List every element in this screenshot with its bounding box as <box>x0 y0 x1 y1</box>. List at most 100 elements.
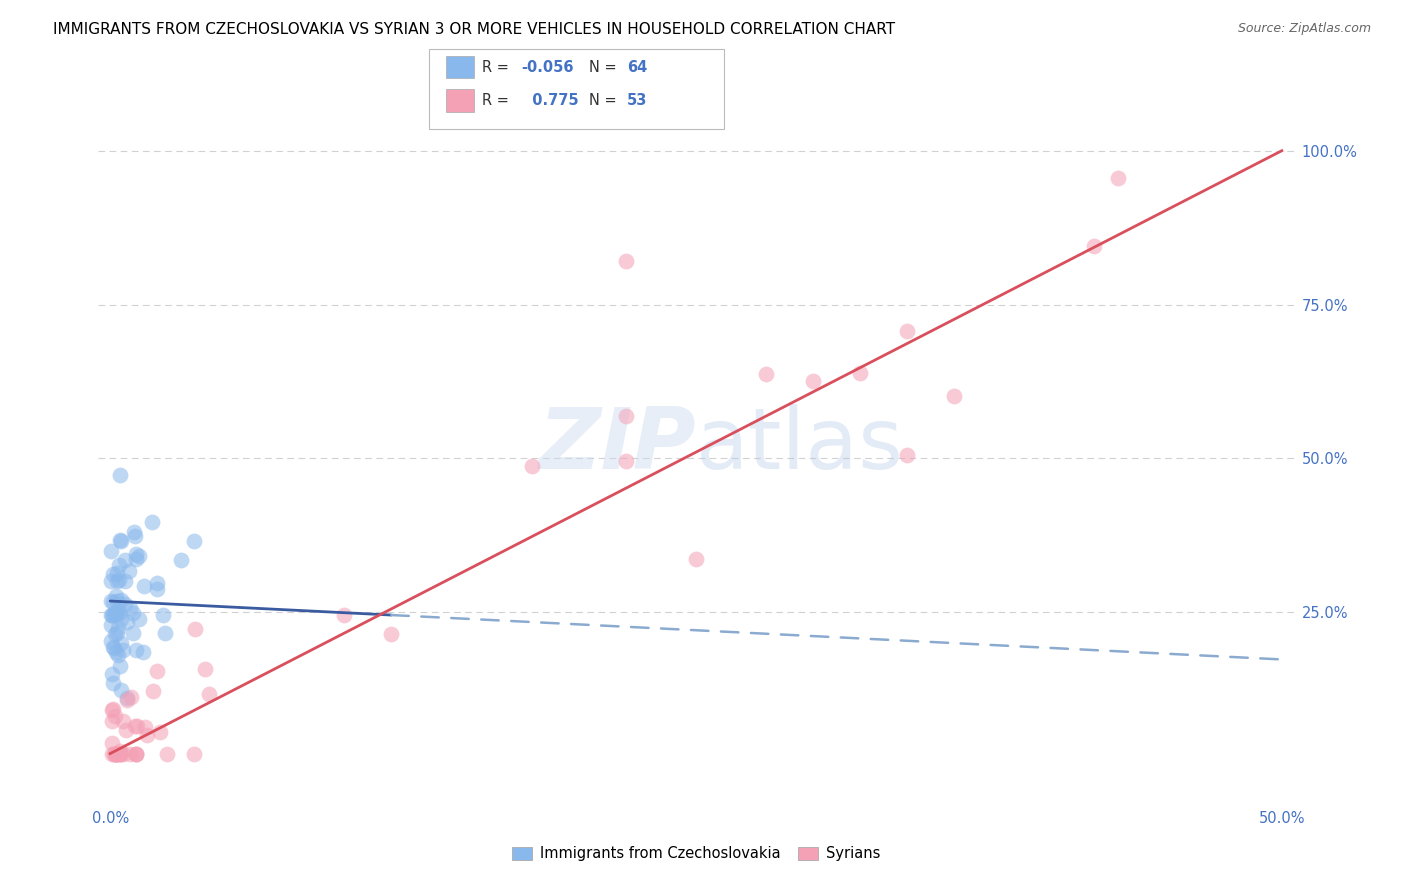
Point <box>122 524 145 539</box>
Point <box>118 600 141 615</box>
Point <box>110 659 132 673</box>
Point <box>107 603 129 617</box>
Point <box>134 720 156 734</box>
Point <box>128 549 150 563</box>
Point <box>942 389 965 403</box>
Point <box>112 747 135 761</box>
Point <box>152 608 174 623</box>
Point <box>103 640 125 655</box>
Point <box>111 714 134 728</box>
Point <box>104 747 127 761</box>
Point <box>105 607 128 621</box>
Point <box>183 747 205 761</box>
Point <box>104 747 127 761</box>
Point <box>100 594 122 608</box>
Point <box>125 547 148 561</box>
Text: Source: ZipAtlas.com: Source: ZipAtlas.com <box>1237 22 1371 36</box>
Point <box>100 618 122 632</box>
Point <box>849 366 872 380</box>
Point <box>614 409 637 423</box>
Point <box>110 682 132 697</box>
Point <box>110 593 132 607</box>
Text: atlas: atlas <box>696 404 904 488</box>
Point <box>105 747 128 761</box>
Point <box>101 676 124 690</box>
Point <box>128 612 150 626</box>
Point <box>103 595 125 609</box>
Point <box>614 254 637 268</box>
Point <box>107 621 129 635</box>
Point <box>110 747 132 761</box>
Point <box>105 566 128 580</box>
Point <box>100 574 122 588</box>
Point <box>108 574 131 588</box>
Text: 64: 64 <box>627 60 647 75</box>
Point <box>104 708 127 723</box>
Point <box>520 458 543 473</box>
Point <box>183 534 205 549</box>
Text: 0.775: 0.775 <box>522 93 578 108</box>
Point <box>120 747 142 761</box>
Point <box>103 607 125 621</box>
Point <box>104 606 127 620</box>
Point <box>117 693 139 707</box>
Point <box>155 626 177 640</box>
Point <box>114 574 136 588</box>
Point <box>120 690 142 704</box>
Point <box>101 714 124 728</box>
Point <box>115 691 138 706</box>
Point <box>194 662 217 676</box>
Point <box>149 725 172 739</box>
Point <box>104 747 127 761</box>
Point <box>380 626 402 640</box>
Text: N =: N = <box>589 93 621 108</box>
Point <box>184 623 207 637</box>
Text: R =: R = <box>482 93 513 108</box>
Point <box>131 645 153 659</box>
Point <box>101 608 124 623</box>
Text: IMMIGRANTS FROM CZECHOSLOVAKIA VS SYRIAN 3 OR MORE VEHICLES IN HOUSEHOLD CORRELA: IMMIGRANTS FROM CZECHOSLOVAKIA VS SYRIAN… <box>53 22 896 37</box>
Point <box>115 723 138 738</box>
Point <box>101 608 124 623</box>
Point <box>105 593 128 607</box>
Point <box>100 608 122 623</box>
Point <box>110 744 132 758</box>
Point <box>146 576 169 591</box>
Point <box>614 454 637 468</box>
Point <box>101 566 124 581</box>
Point <box>141 515 163 529</box>
Point <box>896 324 918 338</box>
Point <box>125 552 148 566</box>
Point <box>110 533 132 548</box>
Point <box>112 642 135 657</box>
Point <box>105 626 128 640</box>
Point <box>108 467 131 482</box>
Point <box>104 589 127 603</box>
Point <box>170 553 193 567</box>
Text: 53: 53 <box>627 93 647 108</box>
Point <box>107 606 129 620</box>
Point <box>124 719 146 733</box>
Point <box>100 544 122 558</box>
Point <box>118 564 141 578</box>
Point <box>107 558 129 572</box>
Point <box>105 574 128 589</box>
Point <box>142 683 165 698</box>
Point <box>101 747 124 761</box>
Point <box>103 747 125 761</box>
Legend: Immigrants from Czechoslovakia, Syrians: Immigrants from Czechoslovakia, Syrians <box>506 840 886 867</box>
Point <box>107 648 129 662</box>
Point <box>146 582 169 597</box>
Point <box>685 551 707 566</box>
Point <box>101 640 124 655</box>
Point <box>101 703 124 717</box>
Text: ZIP: ZIP <box>538 404 696 488</box>
Point <box>108 747 131 761</box>
Point <box>896 448 918 462</box>
Point <box>101 702 124 716</box>
Point <box>124 528 146 542</box>
Point <box>136 728 159 742</box>
Point <box>104 747 127 761</box>
Point <box>101 736 124 750</box>
Point <box>114 597 136 611</box>
